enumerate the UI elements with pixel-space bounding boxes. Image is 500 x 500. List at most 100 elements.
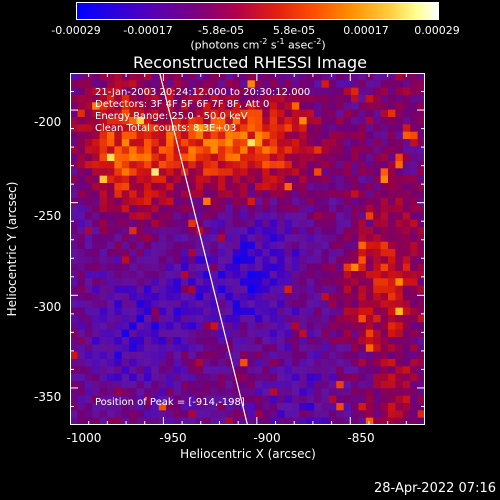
- heatmap-cell: [380, 263, 389, 272]
- heatmap-cell: [217, 359, 226, 367]
- heatmap-cell: [225, 161, 234, 169]
- heatmap-cell: [358, 73, 367, 81]
- heatmap-cell: [143, 73, 152, 81]
- heatmap-cell: [254, 388, 263, 397]
- heatmap-cell: [291, 278, 300, 287]
- heatmap-cell: [299, 366, 308, 375]
- heatmap-cell: [92, 139, 101, 147]
- heatmap-cell: [402, 212, 411, 221]
- heatmap-cell: [291, 263, 300, 272]
- heatmap-cell: [210, 271, 219, 279]
- heatmap-cell: [402, 102, 411, 111]
- heatmap-cell: [277, 249, 286, 257]
- heatmap-cell: [217, 87, 226, 96]
- heatmap-cell: [70, 219, 78, 228]
- heatmap-cell: [314, 95, 323, 103]
- heatmap-cell: [158, 205, 167, 213]
- heatmap-cell: [180, 87, 189, 96]
- heatmap-cell: [388, 285, 397, 294]
- heatmap-cell: [395, 124, 404, 133]
- heatmap-cell: [173, 322, 182, 331]
- heatmap-cell: [343, 322, 352, 331]
- heatmap-cell: [129, 219, 138, 228]
- heatmap-cell: [106, 417, 115, 425]
- heatmap-cell: [291, 285, 300, 294]
- heatmap-cell: [129, 146, 138, 155]
- x-axis-label: Heliocentric X (arcsec): [180, 447, 316, 461]
- heatmap-cell: [84, 373, 93, 382]
- heatmap-cell: [195, 95, 204, 103]
- heatmap-cell: [173, 190, 182, 199]
- heatmap-cell: [195, 351, 204, 360]
- heatmap-cell: [92, 344, 101, 353]
- heatmap-cell: [106, 227, 115, 235]
- heatmap-cell: [343, 219, 352, 228]
- heatmap-cell: [351, 168, 360, 177]
- heatmap-cell: [262, 351, 271, 360]
- heatmap-cell: [343, 300, 352, 309]
- heatmap-cell: [180, 403, 189, 411]
- heatmap-cell: [388, 227, 397, 235]
- heatmap-cell: [351, 410, 360, 419]
- heatmap-cell: [77, 300, 86, 309]
- heatmap-cell: [217, 117, 226, 125]
- heatmap-cell: [158, 241, 167, 250]
- heatmap-cell: [358, 381, 367, 389]
- heatmap-cell: [402, 322, 411, 331]
- heatmap-cell: [254, 205, 263, 213]
- heatmap-cell: [262, 212, 271, 221]
- heatmap-cell: [262, 183, 271, 191]
- heatmap-cell: [188, 175, 197, 184]
- heatmap-cell: [410, 131, 419, 140]
- heatmap-cell: [232, 337, 241, 345]
- heatmap-cell: [166, 381, 175, 389]
- heatmap-cell: [84, 102, 93, 111]
- annotation-time-range: 21-Jan-2003 20:24:12.000 to 20:30:12.000: [95, 87, 311, 98]
- heatmap-cell: [306, 73, 315, 81]
- heatmap-cell: [129, 351, 138, 360]
- heatmap-cell: [210, 95, 219, 103]
- heatmap-cell: [321, 117, 330, 125]
- heatmap-cell: [166, 197, 175, 206]
- colorbar-unit: (photons cm-2 s-1 asec-2): [190, 37, 326, 52]
- heatmap-cell: [262, 293, 271, 301]
- heatmap-cell: [306, 190, 315, 199]
- heatmap-cell: [336, 373, 345, 382]
- heatmap-cell: [269, 381, 278, 389]
- heatmap-cell: [269, 241, 278, 250]
- heatmap-cell: [195, 249, 204, 257]
- heatmap-cell: [299, 227, 308, 235]
- heatmap-cell: [129, 190, 138, 199]
- heatmap-cell: [195, 395, 204, 404]
- heatmap-cell: [417, 153, 425, 162]
- heatmap-cell: [373, 410, 382, 419]
- heatmap-cell: [188, 351, 197, 360]
- heatmap-cell: [410, 241, 419, 250]
- heatmap-cell: [380, 197, 389, 206]
- heatmap-cell: [254, 234, 263, 243]
- heatmap-cell: [70, 300, 78, 309]
- heatmap-cell: [77, 80, 86, 89]
- heatmap-cell: [106, 263, 115, 272]
- heatmap-cell: [351, 351, 360, 360]
- heatmap-cell: [299, 300, 308, 309]
- heatmap-cell: [203, 315, 212, 323]
- heatmap-cell: [321, 124, 330, 133]
- heatmap-cell: [70, 117, 78, 125]
- heatmap-cell: [262, 161, 271, 169]
- heatmap-cell: [402, 344, 411, 353]
- heatmap-cell: [328, 161, 337, 169]
- heatmap-cell: [158, 212, 167, 221]
- heatmap-cell: [232, 241, 241, 250]
- heatmap-cell: [136, 329, 145, 338]
- heatmap-cell: [395, 351, 404, 360]
- heatmap-cell: [284, 381, 293, 389]
- heatmap-cell: [225, 381, 234, 389]
- heatmap-cell: [306, 417, 315, 425]
- heatmap-cell: [284, 80, 293, 89]
- heatmap-cell: [328, 285, 337, 294]
- heatmap-cell: [136, 80, 145, 89]
- heatmap-cell: [203, 241, 212, 250]
- heatmap-cell: [121, 373, 130, 382]
- heatmap-cell: [143, 293, 152, 301]
